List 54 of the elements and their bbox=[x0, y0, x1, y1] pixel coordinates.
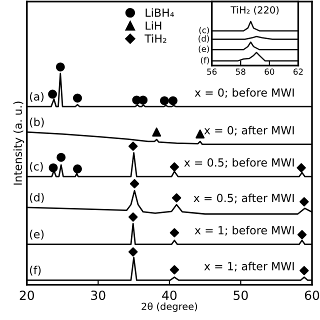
x-tick-label: 50 bbox=[234, 290, 248, 300]
y-axis-title: Intensity (a. u.) bbox=[13, 102, 24, 185]
series-label: (c) bbox=[30, 162, 43, 172]
point bbox=[296, 163, 306, 172]
x-tick-label: 40 bbox=[162, 290, 177, 300]
point bbox=[72, 164, 82, 174]
x-tick-label: 60 bbox=[264, 68, 274, 75]
x-tick-label: 30 bbox=[91, 290, 106, 300]
legend-label: LiH bbox=[146, 21, 162, 30]
x-tick-label: 56 bbox=[207, 68, 217, 75]
point bbox=[300, 197, 309, 206]
series-label: (a) bbox=[30, 92, 44, 102]
legend-label: LiBH₄ bbox=[146, 8, 174, 17]
annotation: x = 0; before MWI bbox=[194, 88, 294, 98]
point bbox=[172, 193, 182, 203]
x-tick-label: 20 bbox=[20, 290, 34, 300]
x-tick-label: 62 bbox=[294, 68, 303, 75]
series-label: (d) bbox=[198, 35, 209, 43]
series-label: (e) bbox=[30, 230, 44, 240]
point bbox=[56, 62, 65, 72]
point bbox=[72, 94, 82, 103]
point bbox=[170, 162, 180, 172]
point bbox=[56, 152, 66, 162]
point bbox=[130, 179, 140, 188]
annotation: x = 0.5; after MWI bbox=[194, 194, 294, 204]
series-label: (d) bbox=[30, 192, 44, 203]
x-tick-label: 58 bbox=[236, 68, 246, 75]
point bbox=[128, 212, 138, 222]
point bbox=[297, 230, 307, 240]
annotation: x = 0; after MWI bbox=[204, 126, 294, 136]
point bbox=[128, 142, 138, 151]
point bbox=[48, 163, 58, 172]
point bbox=[160, 96, 169, 106]
point bbox=[48, 90, 58, 99]
point bbox=[170, 265, 180, 274]
x-tick-label: 60 bbox=[304, 290, 320, 300]
point bbox=[168, 96, 178, 106]
series-label: (b) bbox=[30, 118, 44, 128]
point bbox=[196, 130, 205, 139]
point bbox=[128, 247, 138, 257]
series-label: (f) bbox=[200, 56, 209, 64]
x-axis-title: 2θ (degree) bbox=[142, 302, 198, 312]
point bbox=[300, 266, 309, 276]
chart-title: TiH₂ (220) bbox=[230, 6, 279, 15]
series-label: (f) bbox=[30, 266, 41, 276]
point bbox=[152, 128, 162, 137]
annotation: x = 1; after MWI bbox=[204, 262, 294, 272]
legend-label: TiH₂ bbox=[144, 34, 166, 43]
annotation: x = 1; before MWI bbox=[194, 226, 294, 236]
point bbox=[138, 96, 148, 105]
series-label: (e) bbox=[198, 46, 209, 54]
point bbox=[170, 228, 180, 238]
series-label: (c) bbox=[199, 26, 209, 34]
annotation: x = 0.5; before MWI bbox=[184, 158, 294, 168]
